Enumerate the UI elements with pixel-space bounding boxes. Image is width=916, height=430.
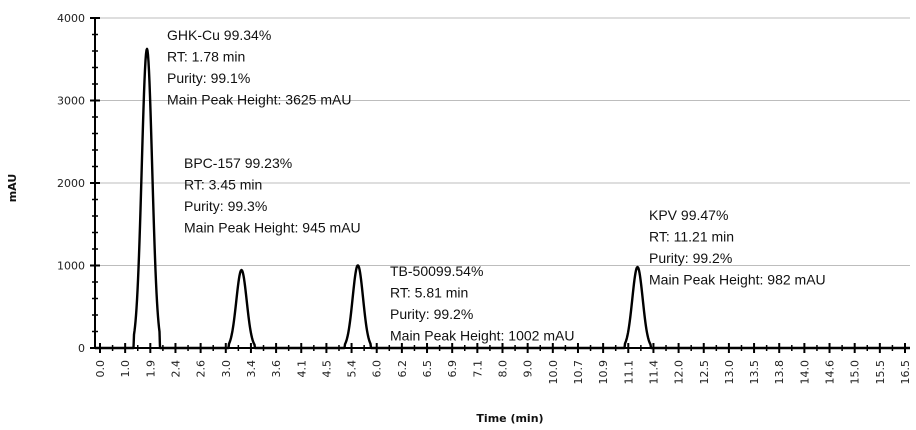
x-axis-ticks: 0.0 1.0 1.9 2.4 2.6 3.0 3.4 3.6 4.1 4.5 5.4 6.0 6.2 6… xyxy=(94,343,912,385)
x-tick-label: 4.1 xyxy=(295,360,308,378)
y-tick-label: 0 xyxy=(78,342,85,355)
y-axis-ticks: 0 1000 2000 3000 4000 xyxy=(57,12,100,355)
x-tick-label: 12.5 xyxy=(698,360,711,385)
x-tick-label: 6.9 xyxy=(446,360,459,378)
peak-annotation: BPC-157 99.23% RT: 3.45 min Purity: 99.3% M… xyxy=(184,155,361,236)
peak-annotation: TB-50099.54% RT: 5.81 min Purity: 99.2% Mai… xyxy=(390,263,574,344)
x-tick-label: 14.6 xyxy=(824,360,837,385)
annotation-line: RT: 3.45 min xyxy=(184,177,262,193)
annotation-line: KPV 99.47% xyxy=(649,207,728,223)
x-tick-label: 1.9 xyxy=(144,360,157,378)
peak-annotation: GHK-Cu 99.34% RT: 1.78 min Purity: 99.1% Ma… xyxy=(167,27,351,108)
annotation-line: Purity: 99.2% xyxy=(390,306,473,322)
x-tick-label: 3.4 xyxy=(245,360,258,378)
x-tick-label: 4.5 xyxy=(320,360,333,378)
x-tick-label: 1.0 xyxy=(119,360,132,378)
x-tick-label: 14.0 xyxy=(798,360,811,385)
y-tick-label: 1000 xyxy=(57,260,85,273)
annotation-line: BPC-157 99.23% xyxy=(184,155,292,171)
x-tick-label: 16.5 xyxy=(899,360,912,385)
peak-annotations: GHK-Cu 99.34% RT: 1.78 min Purity: 99.1% Ma… xyxy=(167,27,826,344)
annotation-line: RT: 1.78 min xyxy=(167,49,245,65)
x-tick-label: 6.5 xyxy=(421,360,434,378)
x-tick-label: 8.0 xyxy=(497,360,510,378)
annotation-line: Purity: 99.2% xyxy=(649,250,732,266)
x-tick-label: 0.0 xyxy=(94,360,107,378)
x-tick-label: 13.0 xyxy=(723,360,736,385)
x-tick-label: 3.0 xyxy=(220,360,233,378)
x-tick-label: 10.0 xyxy=(547,360,560,385)
x-tick-label: 2.4 xyxy=(169,360,182,378)
annotation-line: Main Peak Height: 3625 mAU xyxy=(167,92,351,108)
annotation-line: Main Peak Height: 1002 mAU xyxy=(390,328,574,344)
annotation-line: TB-50099.54% xyxy=(390,263,483,279)
x-tick-label: 10.9 xyxy=(597,360,610,385)
x-tick-label: 3.6 xyxy=(270,360,283,378)
x-tick-label: 15.0 xyxy=(849,360,862,385)
x-tick-label: 11.1 xyxy=(622,360,635,385)
x-tick-label: 15.5 xyxy=(874,360,887,385)
annotation-line: RT: 5.81 min xyxy=(390,285,468,301)
y-tick-label: 2000 xyxy=(57,177,85,190)
annotation-line: Purity: 99.1% xyxy=(167,70,250,86)
y-tick-label: 4000 xyxy=(57,12,85,25)
x-tick-label: 11.4 xyxy=(647,360,660,385)
annotation-line: Main Peak Height: 982 mAU xyxy=(649,272,826,288)
x-tick-label: 6.0 xyxy=(371,360,384,378)
annotation-line: Purity: 99.3% xyxy=(184,198,267,214)
x-tick-label: 10.7 xyxy=(572,360,585,385)
y-axis-title: mAU xyxy=(6,174,19,203)
grid-lines xyxy=(95,17,910,266)
x-tick-label: 13.8 xyxy=(773,360,786,385)
annotation-line: GHK-Cu 99.34% xyxy=(167,27,271,43)
x-tick-label: 5.4 xyxy=(346,360,359,378)
x-tick-label: 7.1 xyxy=(471,360,484,378)
x-tick-label: 13.5 xyxy=(748,360,761,385)
annotation-line: Main Peak Height: 945 mAU xyxy=(184,220,361,236)
y-tick-label: 3000 xyxy=(57,95,85,108)
x-tick-label: 12.0 xyxy=(673,360,686,385)
x-tick-label: 2.6 xyxy=(195,360,208,378)
peak-annotation: KPV 99.47% RT: 11.21 min Purity: 99.2% Main… xyxy=(649,207,826,288)
x-axis-title: Time (min) xyxy=(476,412,543,425)
x-tick-label: 9.0 xyxy=(522,360,535,378)
x-tick-label: 6.2 xyxy=(396,360,409,378)
annotation-line: RT: 11.21 min xyxy=(649,229,734,245)
